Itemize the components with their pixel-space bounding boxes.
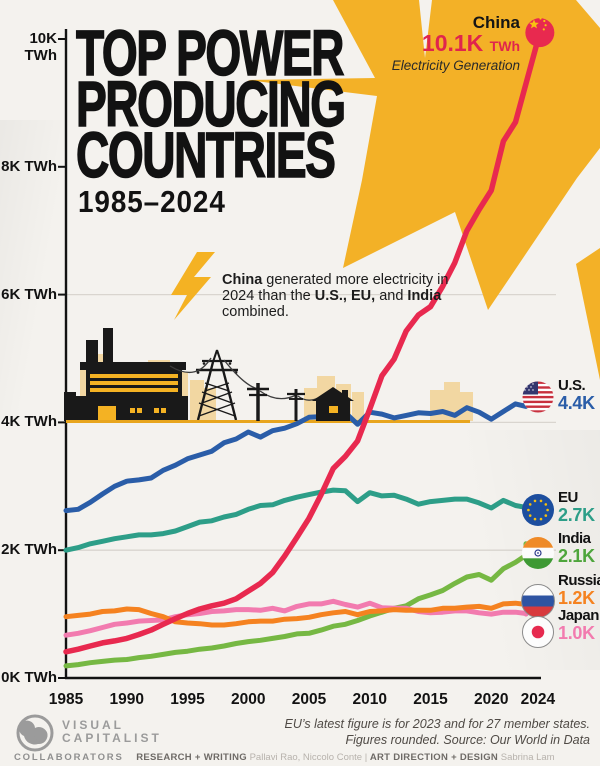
- title-line-2: PRODUCING: [75, 68, 346, 140]
- legend-japan-value: 1.0K: [558, 623, 595, 643]
- us-line: [63, 394, 529, 514]
- china-unit: TWh: [489, 38, 520, 54]
- legend-india: India 2.1K: [558, 531, 595, 566]
- legend-eu: EU 2.7K: [558, 490, 595, 525]
- x-axis-label-1995: 1995: [170, 691, 205, 708]
- lightning-bolt-icon: [171, 252, 215, 320]
- y-axis-label-6k: 6K TWh: [1, 285, 57, 303]
- x-axis-label-2015: 2015: [413, 691, 448, 708]
- callout-text: China generated more electricity in 2024…: [222, 272, 450, 320]
- legend-eu-name: EU: [558, 489, 578, 506]
- legend-eu-value: 2.7K: [558, 505, 595, 525]
- collaborators-bar: COLLABORATORS RESEARCH + WRITING Pallavi…: [14, 752, 555, 763]
- legend-us-name: U.S.: [558, 377, 586, 394]
- utility-pole-icon: [247, 383, 305, 421]
- legend-us-value: 4.4K: [558, 393, 595, 413]
- legend-japan-name: Japan: [558, 607, 599, 624]
- research-writing-names: Pallavi Rao, Niccolo Conte: [249, 752, 363, 763]
- house-icon: [312, 387, 354, 421]
- x-axis-label-2024: 2024: [520, 691, 556, 708]
- japan-flag-icon: [522, 616, 554, 648]
- title-line-3: COUNTRIES: [75, 119, 336, 191]
- legend-india-name: India: [558, 530, 591, 547]
- legend-us: U.S. 4.4K: [558, 378, 595, 413]
- callout-segment: U.S., EU,: [314, 288, 376, 304]
- y-axis-label-4k: 4K TWh: [1, 413, 57, 431]
- research-writing-label: RESEARCH + WRITING: [136, 752, 247, 763]
- china-annotation-caption: Electricity Generation: [391, 58, 520, 73]
- callout-segment: generated more electricity in 2024 than …: [222, 272, 449, 304]
- us-flag-icon: [522, 381, 554, 413]
- eu-flag-icon: [522, 494, 554, 526]
- title-line-1: TOP POWER: [75, 17, 345, 89]
- eu-line: [63, 487, 529, 553]
- china-annotation-country: China: [472, 13, 520, 32]
- y-axis-label-0k: 0K TWh: [1, 669, 57, 686]
- china-annotation-value: 10.1K TWh: [320, 32, 520, 58]
- y-axis-label-2k: 2K TWh: [1, 541, 57, 559]
- source-note: EU’s latest figure is for 2023 and for 2…: [285, 716, 590, 748]
- art-direction-label: ART DIRECTION + DESIGN: [369, 752, 499, 763]
- page-title: TOP POWER PRODUCING COUNTRIES: [75, 17, 346, 191]
- china-flag-icon: [525, 17, 555, 48]
- credits-divider: |: [364, 752, 368, 763]
- brand-line-2: CAPITALIST: [62, 731, 162, 745]
- india-line: [63, 541, 529, 669]
- russia-line: [63, 598, 529, 628]
- legend-india-value: 2.1K: [558, 546, 595, 566]
- starburst-shape: [247, 0, 600, 380]
- visual-capitalist-wordmark: VISUAL CAPITALIST: [62, 719, 162, 745]
- china-annotation: China 10.1K TWh Electricity Generation: [320, 13, 520, 74]
- date-range-subtitle: 1985–2024: [78, 184, 226, 219]
- callout-segment: combined.: [222, 304, 289, 320]
- china-line: [63, 29, 543, 655]
- art-direction-names: Sabrina Lam: [500, 752, 555, 763]
- x-axis-label-1990: 1990: [109, 691, 144, 708]
- transmission-tower-icon: [196, 349, 238, 421]
- source-note-line1: EU’s latest figure is for 2023 and for 2…: [284, 717, 590, 731]
- callout-segment: India: [407, 288, 442, 304]
- factory-icon: [64, 328, 188, 421]
- callout-segment: China: [222, 272, 263, 288]
- chart-series: [63, 29, 543, 669]
- x-axis-label-2010: 2010: [352, 691, 387, 708]
- legend-russia: Russia 1.2K: [558, 573, 600, 608]
- y-axis-label-10k: 10K TWh: [24, 30, 57, 64]
- legend-russia-value: 1.2K: [558, 588, 595, 608]
- x-axis-label-2000: 2000: [231, 691, 266, 708]
- source-note-line2: Figures rounded. Source: Our World in Da…: [345, 733, 590, 747]
- x-axis-label-2005: 2005: [291, 691, 327, 708]
- y-axis-label-8k: 8K TWh: [1, 157, 57, 175]
- x-axis-label-2020: 2020: [474, 691, 509, 708]
- brand-line-1: VISUAL: [62, 718, 125, 732]
- y-axis-ticks: [58, 38, 66, 679]
- legend-russia-name: Russia: [558, 572, 600, 589]
- china-value: 10.1K: [421, 30, 484, 56]
- japan-line: [63, 598, 529, 638]
- x-axis-label-1985: 1985: [48, 691, 84, 708]
- visual-capitalist-logo-icon: [16, 714, 54, 752]
- india-flag-icon: [522, 537, 554, 569]
- collaborators-label: COLLABORATORS: [14, 752, 124, 763]
- legend-japan: Japan 1.0K: [558, 608, 599, 643]
- callout-segment: and: [375, 288, 408, 304]
